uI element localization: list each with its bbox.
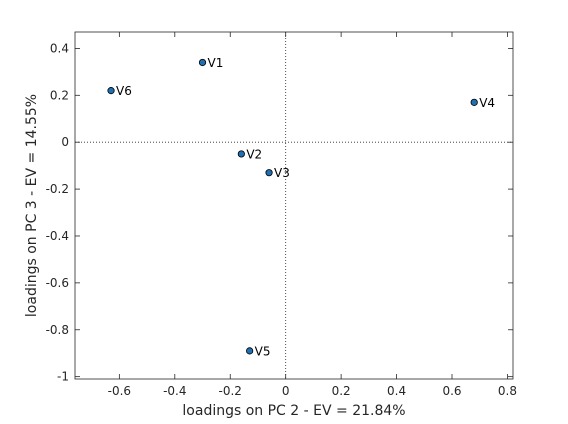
point-label-v4: V4 bbox=[479, 96, 495, 110]
point-v2 bbox=[237, 150, 245, 158]
y-tick-label: -0.8 bbox=[46, 323, 69, 337]
point-label-v5: V5 bbox=[255, 344, 271, 358]
x-tick-label: 0.6 bbox=[442, 384, 461, 398]
point-label-v2: V2 bbox=[246, 147, 262, 161]
point-v5 bbox=[246, 347, 254, 355]
point-label-v6: V6 bbox=[116, 84, 132, 98]
x-tick-label: 0.8 bbox=[498, 384, 517, 398]
y-tick-label: -0.6 bbox=[46, 276, 69, 290]
point-label-v3: V3 bbox=[274, 166, 290, 180]
x-tick-label: -0.6 bbox=[108, 384, 131, 398]
x-tick-label: -0.2 bbox=[219, 384, 242, 398]
y-tick-label: -1 bbox=[57, 370, 69, 384]
x-axis-label: loadings on PC 2 - EV = 21.84% bbox=[182, 403, 405, 419]
axes-box bbox=[74, 31, 514, 380]
y-tick-label: 0.4 bbox=[50, 41, 69, 55]
point-label-v1: V1 bbox=[208, 56, 224, 70]
x-tick-label: 0 bbox=[282, 384, 290, 398]
x-tick-label: 0.2 bbox=[332, 384, 351, 398]
y-tick-label: -0.2 bbox=[46, 182, 69, 196]
point-v4 bbox=[470, 98, 478, 106]
y-axis-label: loadings on PC 3 - EV = 14.55% bbox=[24, 94, 40, 317]
plot-area: -0.6 -0.4 -0.2 0 0.2 0.4 0.6 0.8 -1 -0.8 -0.6 -0.4 -… bbox=[46, 31, 517, 398]
x-tick-label: -0.4 bbox=[163, 384, 186, 398]
y-tick-label: -0.4 bbox=[46, 229, 69, 243]
x-tick-label: 0.4 bbox=[387, 384, 406, 398]
point-v3 bbox=[265, 169, 273, 177]
point-v6 bbox=[107, 87, 115, 95]
y-tick-label: 0.2 bbox=[50, 88, 69, 102]
y-tick-label: 0 bbox=[61, 135, 69, 149]
point-v1 bbox=[198, 58, 207, 67]
